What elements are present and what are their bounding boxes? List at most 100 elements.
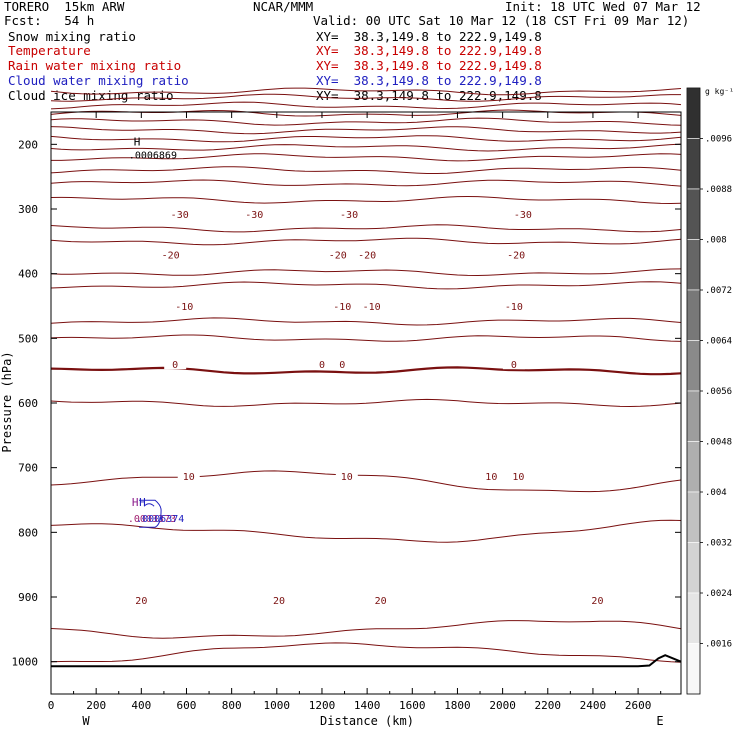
temperature-contour: [50, 519, 682, 543]
x-tick-label: 2200: [535, 699, 562, 712]
contour-label-bg: [507, 470, 530, 482]
colorbar-label: .0088: [705, 185, 732, 195]
contour-label-bg: [173, 300, 196, 311]
contour-label: 20: [135, 596, 147, 607]
field-name-temperature: Temperature: [8, 43, 91, 58]
temperature-contour: [50, 268, 682, 277]
contour-label: -20: [358, 250, 376, 261]
contour-label: 20: [273, 596, 285, 607]
contour-label: -20: [507, 250, 525, 261]
snow-max-value: .0006869: [129, 151, 177, 162]
model-title: TORERO 15km ARW: [4, 0, 125, 14]
field-xy-cloud-ice: XY= 38.3,149.8 to 222.9,149.8: [316, 88, 542, 103]
colorbar-swatch: [686, 441, 701, 493]
temperature-contour: [50, 87, 682, 96]
y-tick-label: 400: [18, 268, 38, 281]
colorbar-swatch: [686, 87, 701, 139]
colorbar-label: .0032: [705, 539, 732, 549]
contour-label-bg: [369, 594, 392, 606]
contour-label-bg: [360, 300, 383, 311]
temperature-contour: [50, 135, 682, 143]
colorbar-label: .0016: [705, 640, 732, 650]
rain-max-value: .0003373: [128, 514, 176, 525]
rain-max-symbol: H: [132, 496, 139, 509]
x-tick-label: 800: [222, 699, 242, 712]
contour-label-bg: [310, 358, 333, 370]
colorbar-label: .0096: [705, 135, 732, 145]
temperature-contour-labels: -30 -30 -30 -30 -20 -20 -20 -20 -10 -10 -10 -10 0 0 0 0…: [130, 208, 609, 607]
contour-label: -10: [363, 302, 381, 313]
east-label: E: [656, 714, 663, 728]
field-xy-temperature: XY= 38.3,149.8 to 222.9,149.8: [316, 43, 542, 58]
x-axis-title: Distance (km): [320, 714, 414, 728]
contour-label: -30: [514, 210, 532, 221]
contour-label-bg: [177, 470, 200, 482]
colorbar-swatch: [686, 390, 701, 442]
contour-label: -20: [329, 250, 347, 261]
contour-label-bg: [268, 594, 291, 606]
x-tick-label: 400: [131, 699, 151, 712]
contour-label: 0: [511, 360, 517, 371]
x-tick-label: 1000: [264, 699, 291, 712]
cloud-water-contour: [139, 499, 162, 528]
temperature-contour: [50, 166, 682, 174]
cloud-water-max-symbol: H: [139, 496, 146, 509]
x-tick-label: 200: [86, 699, 106, 712]
contour-label: 10: [512, 472, 524, 483]
temperature-contour: [50, 179, 682, 187]
contour-label-bg: [130, 594, 153, 606]
y-tick-label: 200: [18, 138, 38, 151]
field-name-snow: Snow mixing ratio: [8, 29, 136, 44]
contour-label: -10: [333, 302, 351, 313]
temperature-contour: [50, 101, 682, 110]
temperature-contour: [50, 281, 682, 290]
contour-label-bg: [338, 208, 361, 220]
temperature-contour: [51, 153, 682, 162]
field-name-cloud-water: Cloud water mixing ratio: [8, 73, 189, 88]
colorbar-swatch: [686, 491, 701, 543]
contour-label-bg: [331, 300, 354, 311]
colorbar-swatch: [686, 592, 701, 644]
colorbar-unit: g kg⁻¹: [705, 87, 734, 96]
temperature-contour: [50, 224, 682, 233]
contour-label-bg: [480, 470, 503, 482]
contour-label: -30: [245, 210, 263, 221]
terrain-line: [51, 654, 682, 668]
y-tick-label: 300: [18, 203, 38, 216]
field-xy-snow: XY= 38.3,149.8 to 222.9,149.8: [316, 29, 542, 44]
center-label: NCAR/MMM: [253, 0, 314, 14]
colorbar-swatch: [686, 239, 701, 291]
colorbar-swatch: [686, 138, 701, 190]
contour-label-bg: [331, 358, 354, 370]
contour-label-bg: [326, 248, 349, 260]
temperature-contour: [50, 109, 682, 117]
contour-label-bg: [356, 248, 379, 260]
x-tick-label: 2400: [580, 699, 607, 712]
colorbar-label: .0072: [705, 286, 732, 296]
contour-label-bg: [586, 594, 609, 606]
colorbar-label: .004: [705, 488, 727, 498]
contour-label: 10: [341, 472, 353, 483]
contour-label: -20: [162, 250, 180, 261]
contour-label-bg: [243, 208, 266, 220]
contour-label-bg: [502, 358, 525, 370]
x-tick-label: 600: [177, 699, 197, 712]
contour-label-bg: [335, 470, 358, 482]
contour-label: 10: [485, 472, 497, 483]
colorbar-swatch: [686, 643, 701, 695]
x-tick-label: 2600: [625, 699, 652, 712]
x-axis: 0 200 400 600 800 1000 1200 1400 1600 1800 2000 220…: [48, 112, 662, 712]
contour-label-bg: [502, 300, 525, 311]
colorbar-swatch: [686, 340, 701, 392]
colorbar-swatch: [686, 188, 701, 240]
temperature-contour: [50, 126, 682, 135]
x-tick-label: 1400: [354, 699, 381, 712]
colorbar-label: .0048: [705, 438, 732, 448]
forecast-hour: Fcst: 54 h: [4, 13, 95, 28]
contour-label: -30: [340, 210, 358, 221]
contour-label: 0: [172, 360, 178, 371]
field-xy-cloud-water: XY= 38.3,149.8 to 222.9,149.8: [316, 73, 542, 88]
contour-label-bg: [164, 358, 187, 370]
x-tick-label: 1800: [444, 699, 471, 712]
